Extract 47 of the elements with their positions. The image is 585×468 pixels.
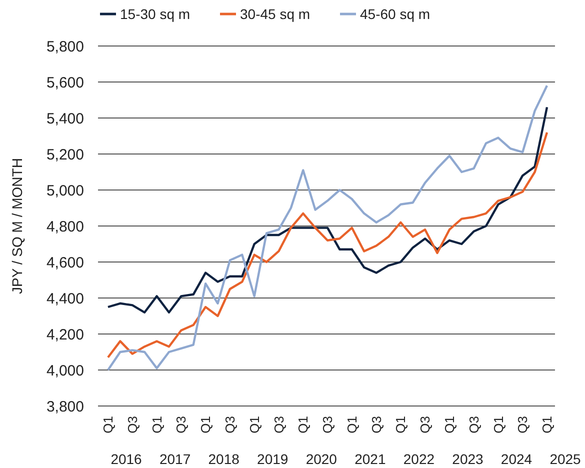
y-tick-label: 4,800	[46, 218, 84, 236]
x-tick-label: Q3	[418, 416, 433, 434]
x-tick-label: Q3	[466, 416, 482, 434]
y-tick-label: 5,800	[46, 38, 84, 56]
y-tick-label: 3,800	[46, 398, 84, 416]
text: 2024	[500, 451, 532, 467]
legend-label: 15-30 sq m	[120, 6, 190, 22]
x-tick-label: Q1	[246, 416, 262, 434]
y-tick-label: 5,400	[46, 110, 84, 128]
text: 2017	[159, 451, 191, 467]
y-tick-label: 4,400	[46, 290, 84, 308]
x-tick-label: Q3	[174, 416, 189, 434]
y-tick-label: 4,600	[46, 254, 84, 272]
legend-label: 30-45 sq m	[240, 6, 310, 22]
x-tick-label: Q3	[124, 416, 140, 434]
text: 2019	[257, 451, 288, 467]
x-tick-label: Q3	[368, 416, 384, 434]
x-tick-label: Q1	[393, 416, 408, 434]
y-tick-label: 5,600	[46, 74, 84, 92]
x-tick-label: Q3	[222, 416, 238, 434]
x-tick-label: Q3	[320, 416, 336, 434]
x-tick-label: Q1	[100, 416, 116, 434]
x-tick-label: Q1	[296, 416, 311, 434]
text: 2018	[208, 451, 240, 467]
x-tick-label: Q1	[490, 416, 506, 434]
x-tick-label: Q3	[515, 416, 530, 434]
text: 2020	[306, 451, 338, 467]
legend-label: 45-60 sq m	[360, 6, 430, 22]
text: 2021	[354, 451, 386, 467]
y-tick-label: 5,000	[46, 182, 84, 200]
line-series	[106, 106, 548, 314]
y-tick-label: 4,000	[46, 362, 84, 380]
text: 2025	[550, 451, 582, 467]
y-axis-title: JPY / SQ M / MONTH	[9, 158, 25, 294]
x-tick-label: Q1	[344, 416, 360, 434]
x-tick-label: Q3	[271, 416, 286, 434]
line-series	[106, 84, 548, 372]
text: 2023	[452, 451, 484, 467]
x-tick-label: Q1	[149, 416, 164, 434]
x-tick-label: Q1	[198, 416, 214, 434]
x-tick-label: Q1	[540, 416, 555, 434]
x-tick-label: Q1	[442, 416, 457, 434]
y-tick-label: 4,200	[46, 326, 84, 344]
text: 2016	[110, 451, 142, 467]
line-series	[106, 131, 548, 358]
text: 2022	[403, 451, 435, 467]
y-tick-label: 5,200	[46, 146, 84, 164]
